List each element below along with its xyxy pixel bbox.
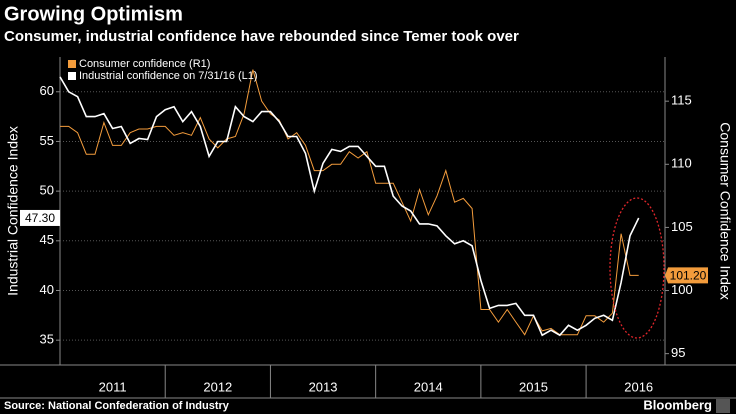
y2-tick-label: 110 [671,156,692,171]
value-label: 47.30 [25,211,55,225]
source: Source: National Confederation of Indust… [4,400,230,412]
brand: Bloomberg [643,397,712,412]
legend-label: Industrial confidence on 7/31/16 (L1) [79,70,258,82]
highlight-ellipse [609,197,665,339]
x-tick-label: 2012 [203,379,232,394]
y-tick-label: 60 [40,83,54,98]
brand-icon [716,399,730,413]
y2-tick-label: 105 [671,219,693,234]
x-tick-label: 2015 [519,379,548,394]
chart-subtitle: Consumer, industrial confidence have reb… [4,28,519,45]
y-tick-label: 40 [40,282,54,297]
x-tick-label: 2011 [99,379,127,394]
y-tick-label: 45 [40,232,54,247]
chart-title: Growing Optimism [4,3,183,25]
y2-axis-label: Consumer Confidence Index [717,122,733,299]
legend-label: Consumer confidence (R1) [79,58,210,70]
y-axis-label: Industrial Confidence Index [5,126,21,296]
y2-tick-label: 100 [671,282,693,297]
y2-tick-label: 95 [671,345,685,360]
value-label-pointer [665,267,668,284]
series-line [60,69,639,336]
x-tick-label: 2014 [414,379,443,394]
value-label-box [20,209,60,226]
legend-swatch [68,72,76,80]
y-tick-label: 35 [40,332,54,347]
value-label-box [668,267,708,284]
y-tick-label: 55 [40,133,54,148]
x-tick-label: 2016 [624,379,653,394]
value-label: 101.20 [670,269,707,283]
series-line [59,76,640,337]
y-tick-label: 50 [40,183,54,198]
legend-swatch [68,60,76,68]
x-tick-label: 2013 [309,379,338,394]
y2-tick-label: 115 [671,93,692,108]
